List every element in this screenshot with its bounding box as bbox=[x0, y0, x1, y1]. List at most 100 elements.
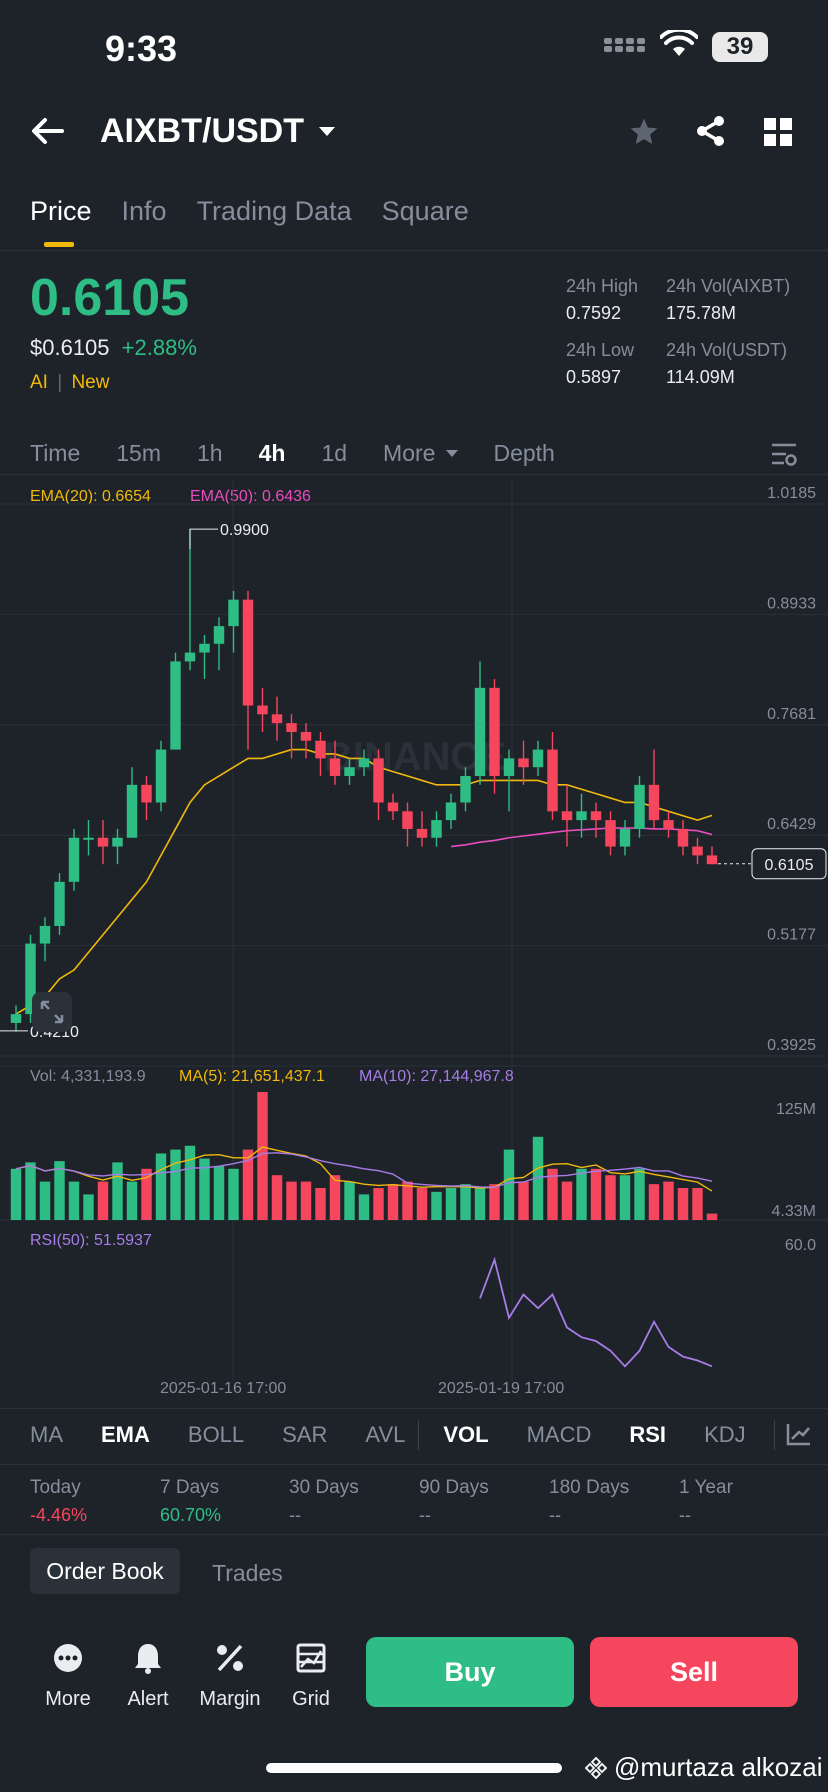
tab-square[interactable]: Square bbox=[381, 196, 469, 226]
candle-body bbox=[68, 837, 80, 882]
grid-label: Grid bbox=[292, 1688, 330, 1710]
chart-edit-icon bbox=[786, 1424, 810, 1446]
fullscreen-button[interactable] bbox=[32, 992, 72, 1032]
sell-button[interactable]: Sell bbox=[590, 1637, 798, 1707]
pair-selector[interactable]: AIXBT/USDT bbox=[100, 112, 336, 151]
volume-bar bbox=[242, 1149, 254, 1220]
volume-bar bbox=[170, 1149, 181, 1220]
candle-body bbox=[576, 811, 587, 821]
candle-body bbox=[431, 820, 442, 838]
volume-bar bbox=[677, 1188, 689, 1220]
performance-label: 180 Days bbox=[549, 1477, 630, 1498]
tag-ai[interactable]: AI bbox=[30, 372, 48, 393]
timeframe-depth[interactable]: Depth bbox=[493, 440, 555, 466]
back-button[interactable] bbox=[30, 116, 64, 151]
caret-down-icon bbox=[319, 126, 335, 136]
grid-bot-icon bbox=[296, 1643, 326, 1673]
price-chart[interactable]: BINANCE 1.01850.89330.76810.64290.51770.… bbox=[0, 480, 828, 1410]
settings-sliders-icon bbox=[772, 443, 797, 466]
candle-body bbox=[358, 758, 370, 768]
volume-bar bbox=[474, 1188, 486, 1220]
timeframe-1h[interactable]: 1h bbox=[197, 440, 223, 466]
chart-settings-button[interactable] bbox=[770, 442, 798, 473]
indicator-avl[interactable]: AVL bbox=[365, 1422, 406, 1447]
candle-body bbox=[590, 811, 602, 821]
main-tabs: Price Info Trading Data Square bbox=[30, 196, 469, 247]
volume-bar bbox=[315, 1188, 326, 1220]
timeframe-time[interactable]: Time bbox=[30, 440, 81, 466]
volume-bar bbox=[199, 1158, 210, 1220]
candle-body bbox=[373, 758, 384, 803]
margin-action[interactable]: Margin bbox=[190, 1640, 270, 1711]
low-label: 24h Low bbox=[566, 340, 635, 360]
share-button[interactable] bbox=[694, 114, 728, 153]
indicator-macd[interactable]: MACD bbox=[526, 1422, 592, 1447]
indicator-boll[interactable]: BOLL bbox=[187, 1422, 245, 1447]
timeframe-15m[interactable]: 15m bbox=[116, 440, 162, 466]
volume-bar bbox=[54, 1161, 65, 1220]
status-time: 9:33 bbox=[105, 28, 178, 69]
candle-body bbox=[257, 705, 268, 715]
binance-logo-icon bbox=[584, 1756, 608, 1779]
y-tick-label: 0.8933 bbox=[767, 595, 816, 612]
performance-label: 90 Days bbox=[419, 1477, 489, 1498]
signal-icon bbox=[604, 34, 646, 59]
indicator-ema[interactable]: EMA bbox=[101, 1422, 150, 1447]
volume-bar bbox=[706, 1213, 718, 1220]
indicator-sar[interactable]: SAR bbox=[282, 1422, 328, 1447]
home-indicator[interactable] bbox=[266, 1763, 562, 1773]
ma10-legend: MA(10): 27,144,967.8 bbox=[359, 1068, 514, 1085]
tab-info[interactable]: Info bbox=[121, 196, 167, 226]
volume-bar bbox=[373, 1188, 384, 1220]
tab-order-book[interactable]: Order Book bbox=[30, 1548, 180, 1594]
y-tick-label: 0.6429 bbox=[767, 816, 816, 833]
timeframe-1d[interactable]: 1d bbox=[321, 440, 348, 466]
high-marker-line bbox=[189, 528, 218, 550]
indicator-kdj[interactable]: KDJ bbox=[704, 1422, 746, 1447]
tab-trading-data[interactable]: Trading Data bbox=[196, 196, 352, 226]
indicator-rsi[interactable]: RSI bbox=[629, 1422, 667, 1447]
ema20-line bbox=[15, 748, 713, 1015]
more-action[interactable]: More bbox=[28, 1640, 108, 1711]
performance-value: 60.70% bbox=[160, 1505, 222, 1525]
alert-action[interactable]: Alert bbox=[108, 1640, 188, 1711]
candle-body bbox=[706, 855, 718, 865]
volume-legend: Vol: 4,331,193.9 bbox=[30, 1068, 146, 1085]
buy-button[interactable]: Buy bbox=[366, 1637, 574, 1707]
volume-bar bbox=[126, 1181, 138, 1220]
tab-price[interactable]: Price bbox=[30, 196, 92, 247]
candle-body bbox=[445, 802, 457, 821]
candle-body bbox=[184, 652, 196, 662]
candle-body bbox=[141, 784, 152, 803]
volume-bar bbox=[141, 1168, 152, 1220]
candle-body bbox=[83, 837, 94, 840]
candle-body bbox=[648, 784, 660, 821]
volume-bar bbox=[358, 1194, 370, 1220]
candle-body bbox=[25, 943, 36, 1015]
divider bbox=[0, 1534, 828, 1535]
indicator-settings-button[interactable] bbox=[786, 1422, 812, 1451]
volume-bar bbox=[532, 1136, 544, 1220]
candle-body bbox=[300, 731, 312, 741]
performance-label: Today bbox=[30, 1477, 81, 1498]
tag-new[interactable]: New bbox=[71, 372, 110, 393]
price-usd: $0.6105 bbox=[30, 335, 110, 360]
star-icon bbox=[630, 118, 658, 144]
volume-bar bbox=[10, 1168, 22, 1220]
indicator-vol[interactable]: VOL bbox=[443, 1422, 489, 1447]
favorite-button[interactable] bbox=[628, 116, 660, 153]
indicator-ma[interactable]: MA bbox=[30, 1422, 63, 1447]
candle-body bbox=[10, 1014, 22, 1023]
divider bbox=[0, 1464, 828, 1465]
grid-action[interactable]: Grid bbox=[271, 1640, 351, 1711]
tab-trades[interactable]: Trades bbox=[212, 1560, 283, 1586]
caret-down-icon bbox=[446, 449, 459, 457]
timeframe-4h[interactable]: 4h bbox=[258, 440, 286, 466]
current-price-box bbox=[751, 848, 827, 880]
more-grid-button[interactable] bbox=[764, 118, 792, 151]
rsi-line bbox=[479, 1256, 713, 1368]
more-label: More bbox=[45, 1688, 91, 1710]
candle-body bbox=[474, 687, 486, 777]
timeframe-more[interactable]: More bbox=[383, 440, 436, 466]
price-usd-line: $0.6105 +2.88% bbox=[30, 335, 197, 361]
